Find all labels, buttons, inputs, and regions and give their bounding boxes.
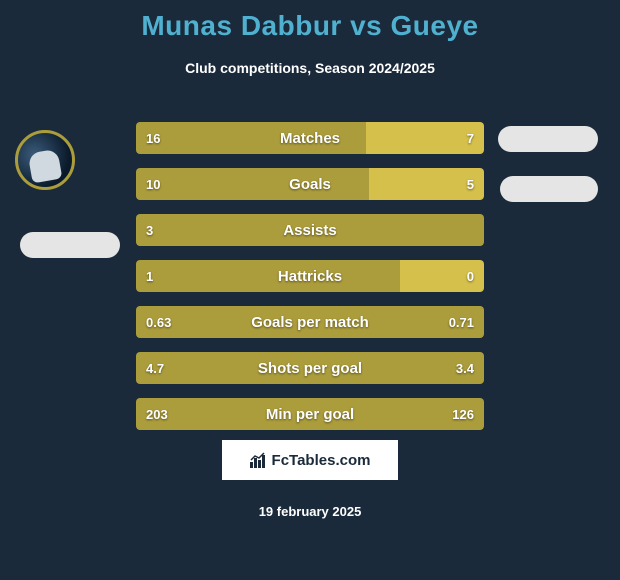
bar-label: Min per goal xyxy=(136,398,484,430)
player-right-pill-2 xyxy=(500,176,598,202)
bar-right-value: 0 xyxy=(467,260,474,292)
bar-row: 1Hattricks0 xyxy=(136,260,484,292)
bar-row: 16Matches7 xyxy=(136,122,484,154)
bar-row: 203Min per goal126 xyxy=(136,398,484,430)
bar-right-value: 3.4 xyxy=(456,352,474,384)
bar-label: Matches xyxy=(136,122,484,154)
bar-right-value: 126 xyxy=(452,398,474,430)
chart-icon xyxy=(250,452,268,468)
bar-row: 4.7Shots per goal3.4 xyxy=(136,352,484,384)
bar-label: Assists xyxy=(136,214,484,246)
bar-right-value: 0.71 xyxy=(449,306,474,338)
date-text: 19 february 2025 xyxy=(0,504,620,519)
bar-label: Goals xyxy=(136,168,484,200)
bar-label: Shots per goal xyxy=(136,352,484,384)
bar-label: Hattricks xyxy=(136,260,484,292)
bar-right-value: 5 xyxy=(467,168,474,200)
logo-text: FcTables.com xyxy=(272,452,371,469)
player-right-pill-1 xyxy=(498,126,598,152)
bar-row: 10Goals5 xyxy=(136,168,484,200)
avatar-silhouette xyxy=(28,149,63,184)
fctables-logo[interactable]: FcTables.com xyxy=(222,440,398,480)
bar-row: 0.63Goals per match0.71 xyxy=(136,306,484,338)
player-left-name-pill xyxy=(20,232,120,258)
player-left-avatar xyxy=(15,130,75,190)
bar-label: Goals per match xyxy=(136,306,484,338)
page-title: Munas Dabbur vs Gueye xyxy=(0,0,620,42)
bar-row: 3Assists xyxy=(136,214,484,246)
subtitle: Club competitions, Season 2024/2025 xyxy=(0,60,620,76)
bar-right-value: 7 xyxy=(467,122,474,154)
comparison-bars: 16Matches7 10Goals5 3Assists 1Hattricks0 0.6… xyxy=(136,122,484,444)
